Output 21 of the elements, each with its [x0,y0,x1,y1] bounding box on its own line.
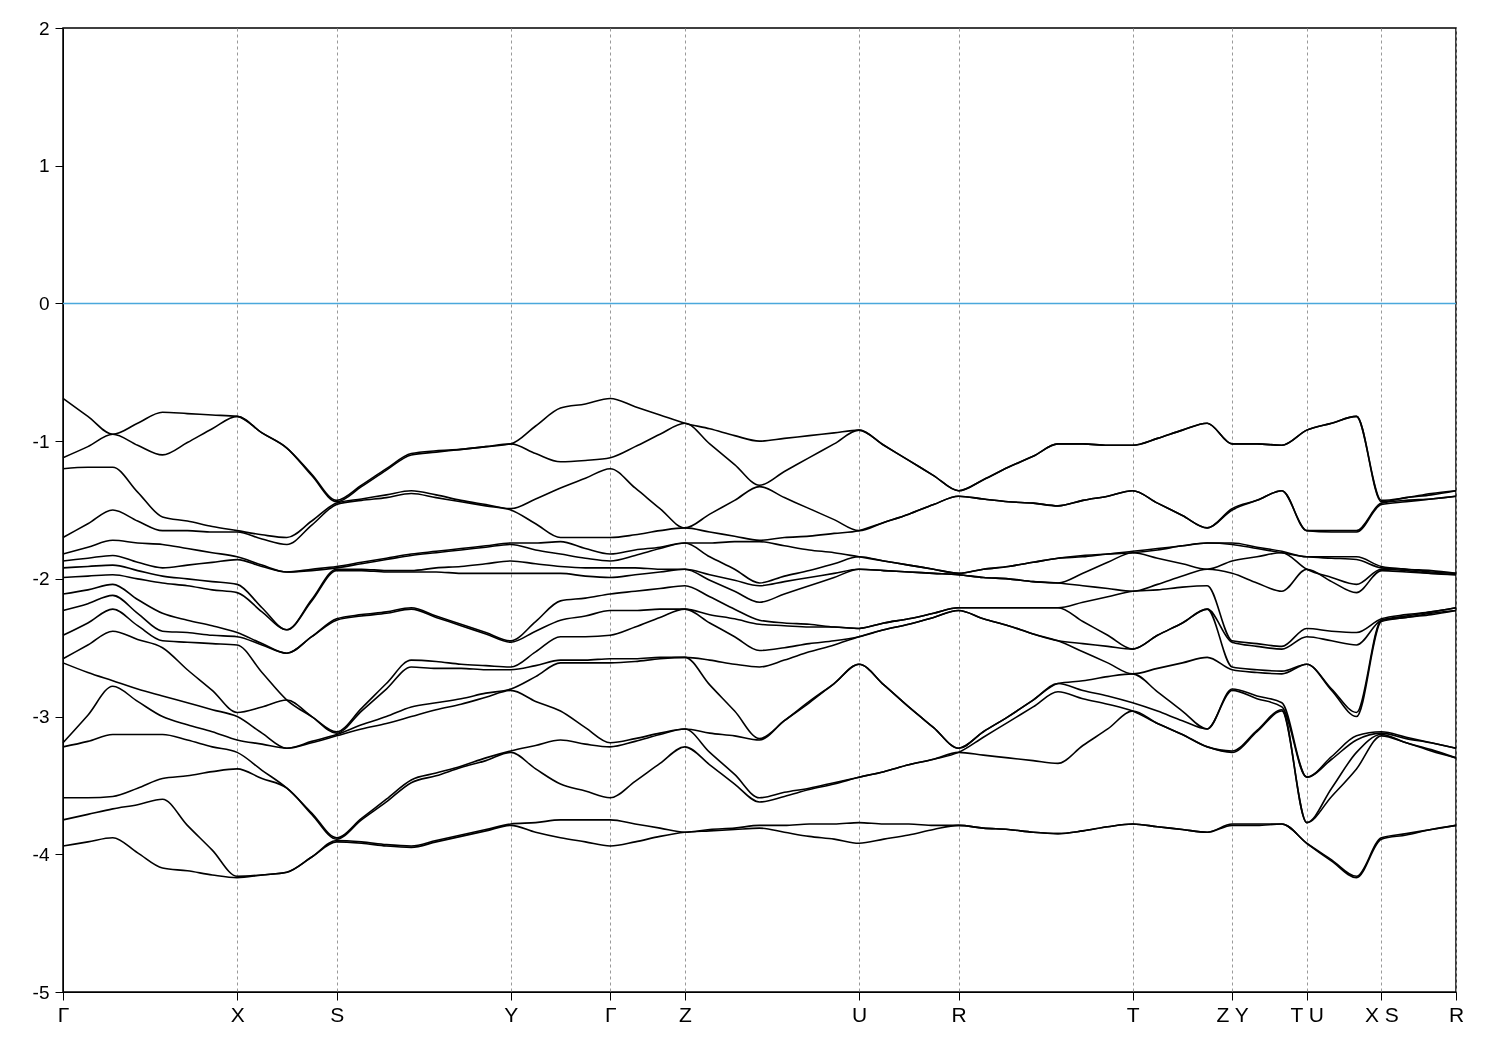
x-tick-label: R [1448,1002,1465,1026]
x-tick-label: T U [1290,1002,1324,1026]
y-tick-label: 1 [38,155,50,177]
x-tick-label: Y [504,1002,519,1026]
y-tick-label: 2 [38,17,50,39]
x-tick-label: Γ [57,1002,70,1026]
x-tick-label: Γ [604,1002,617,1026]
y-tick-label: -4 [32,843,50,865]
y-tick-label: -1 [32,430,50,452]
x-tick-label: X S [1364,1002,1399,1026]
y-tick-label: -5 [32,981,50,1003]
y-tick-label: 0 [38,292,50,314]
x-tick-label: Z Y [1216,1002,1249,1026]
x-tick-label: U [851,1002,868,1026]
y-tick-label: -2 [32,568,50,590]
x-tick-label: T [1126,1002,1140,1026]
x-tick-label: Z [678,1002,692,1026]
y-tick-label: -3 [32,706,50,728]
x-tick-label: R [951,1002,967,1026]
x-tick-label: S [330,1002,345,1026]
x-tick-label: X [230,1002,245,1026]
